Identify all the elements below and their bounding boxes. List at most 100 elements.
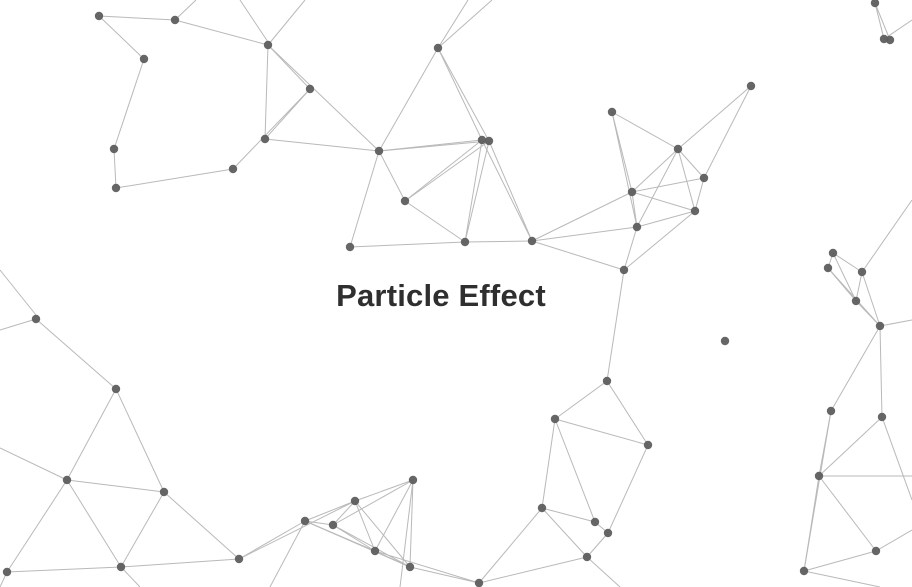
particle-dot [228, 164, 238, 174]
particle-dot [632, 222, 642, 232]
particle-link [611, 111, 679, 150]
particle-dot [305, 84, 315, 94]
particle-dot [814, 471, 824, 481]
particle-dot [823, 263, 833, 273]
particle-dot [484, 136, 494, 146]
particle-link [818, 416, 883, 477]
particle-dot [405, 562, 415, 572]
particle-link [332, 500, 356, 526]
particle-dot [885, 35, 895, 45]
particle-link [883, 19, 912, 40]
particle-dot [603, 528, 613, 538]
particle-link [541, 507, 596, 523]
particle-link [399, 479, 414, 587]
particle-link [349, 241, 466, 248]
particle-dot [643, 440, 653, 450]
particle-link [803, 550, 877, 572]
particle-link [464, 140, 490, 243]
particle-link [163, 491, 240, 560]
particle-link [269, 520, 306, 587]
particle-dot [433, 43, 443, 53]
particle-link [703, 85, 752, 179]
particle-link [120, 566, 141, 587]
particle-link [120, 558, 240, 568]
particle-link [531, 240, 625, 271]
particle-link [404, 139, 483, 202]
particle-dot [474, 578, 484, 587]
particle-dot [400, 196, 410, 206]
particle-link [803, 410, 832, 572]
particle-dot [720, 336, 730, 346]
particle-link [607, 444, 649, 534]
particle-link [232, 88, 311, 170]
particle-link [264, 88, 311, 140]
particle-dot [109, 144, 119, 154]
particle-link [113, 148, 117, 189]
particle-dot [234, 554, 244, 564]
particle-link [238, 520, 306, 560]
particle-link [478, 507, 543, 584]
particle-link [606, 269, 625, 382]
particle-link [879, 319, 912, 327]
particle-dot [619, 265, 629, 275]
particle-dot [370, 546, 380, 556]
particle-dot [260, 134, 270, 144]
particle-link [437, 47, 483, 141]
particle-link [174, 19, 269, 46]
particle-dot [374, 146, 384, 156]
particle-dot [350, 496, 360, 506]
particle-dot [602, 376, 612, 386]
particle-link [586, 556, 621, 587]
particle-link [531, 191, 633, 242]
particle-link [677, 148, 705, 179]
particle-link [66, 479, 165, 493]
particle-link [98, 15, 145, 60]
particle-link [267, 0, 306, 46]
particle-link [409, 479, 414, 568]
particle-link [6, 479, 68, 573]
particle-dot [870, 0, 880, 8]
particle-link [0, 269, 41, 321]
particle-link [66, 388, 117, 481]
particle-link [354, 479, 414, 502]
particle-link [874, 2, 885, 40]
particle-link [239, 0, 271, 46]
particle-link [631, 191, 638, 228]
particle-dot [690, 206, 700, 216]
particle-link [378, 140, 490, 152]
particle-link [98, 15, 176, 21]
particle-dot [170, 15, 180, 25]
particle-link [478, 556, 588, 584]
particle-link [404, 200, 466, 243]
particle-link [855, 300, 881, 327]
particle-link [378, 47, 439, 152]
particle-link [437, 0, 493, 49]
particle-link [623, 210, 696, 271]
particle-link [677, 148, 696, 212]
particle-link [554, 380, 608, 420]
particle-dot [826, 406, 836, 416]
particle-link [554, 418, 649, 446]
particle-link [409, 566, 480, 584]
particle-dot [408, 475, 418, 485]
particle-link [354, 500, 376, 552]
particle-link [437, 0, 469, 49]
particle-link [437, 47, 490, 142]
particle-link [0, 318, 37, 331]
particle-link [264, 44, 269, 140]
particle-dot [116, 562, 126, 572]
particle-dot [300, 516, 310, 526]
particle-link [631, 191, 696, 212]
particle-dot [111, 384, 121, 394]
particle-dot [527, 236, 537, 246]
particle-link [541, 507, 588, 558]
particles [2, 0, 895, 587]
particle-link [832, 252, 857, 302]
particle-link [554, 418, 596, 523]
particle-dot [111, 183, 121, 193]
particle-link [861, 271, 881, 327]
particle-dot [673, 144, 683, 154]
particle-link [120, 491, 165, 568]
page-title: Particle Effect [336, 278, 546, 313]
